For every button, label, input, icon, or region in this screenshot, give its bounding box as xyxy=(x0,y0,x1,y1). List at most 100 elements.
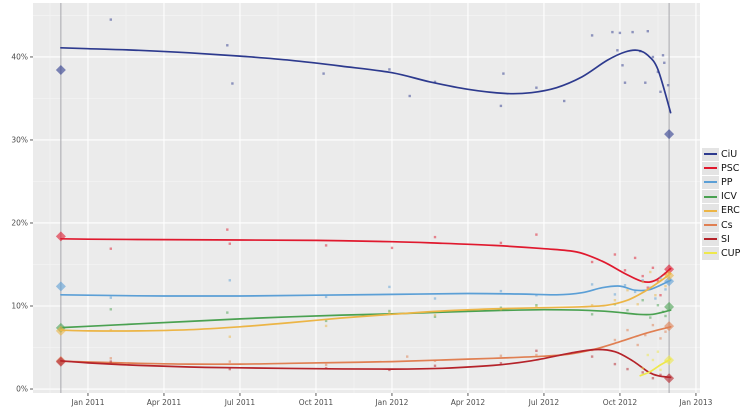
poll-point-PSC xyxy=(659,294,662,297)
legend-item-pp: PP xyxy=(702,175,740,189)
poll-point-PSC xyxy=(613,253,617,256)
x-tick-label: Oct 2011 xyxy=(299,398,334,407)
poll-point-CiU xyxy=(666,84,670,87)
poll-point-PSC xyxy=(590,260,594,264)
poll-point-PP xyxy=(623,284,627,287)
poll-point-PSC xyxy=(499,241,503,245)
poll-point-Cs xyxy=(664,330,667,333)
poll-point-Cs xyxy=(626,328,629,332)
election-result-ICV xyxy=(664,301,675,312)
line-swatch-icon xyxy=(704,209,717,212)
poll-point-ERC xyxy=(590,304,594,307)
poll-point-PP xyxy=(228,279,231,282)
legend-item-cup: CUP xyxy=(702,246,740,260)
poll-point-CiU xyxy=(499,104,503,108)
legend-label: SI xyxy=(721,233,730,245)
poll-point-SI xyxy=(641,371,644,374)
poll-point-PSC xyxy=(226,228,229,231)
poll-point-CiU xyxy=(616,49,619,52)
poll-point-CiU xyxy=(659,90,662,93)
election-result-CUP xyxy=(664,355,675,366)
poll-point-CiU xyxy=(408,94,411,98)
poll-point-PP xyxy=(109,296,112,299)
poll-point-CiU xyxy=(388,68,391,71)
legend-key xyxy=(702,175,719,189)
poll-point-PSC xyxy=(433,235,437,239)
poll-point-CUP xyxy=(656,350,660,353)
poll-point-CiU xyxy=(502,72,505,75)
poll-point-Cs xyxy=(613,338,617,342)
poll-point-ICV xyxy=(590,313,594,316)
election-result-ERC xyxy=(55,325,66,336)
poll-point-ERC xyxy=(388,311,391,314)
poll-point-CiU xyxy=(651,55,655,59)
election-result-PP xyxy=(664,276,675,287)
poll-point-SI xyxy=(590,355,594,358)
poll-point-CUP xyxy=(646,353,649,357)
poll-point-CiU xyxy=(656,70,660,74)
election-result-Cs xyxy=(664,321,675,332)
poll-point-PSC xyxy=(651,266,655,269)
poll-point-ICV xyxy=(656,304,660,307)
legend-item-icv: ICV xyxy=(702,190,740,204)
poll-point-CiU xyxy=(109,18,112,21)
poll-point-PP xyxy=(499,289,503,293)
line-swatch-icon xyxy=(704,167,717,170)
poll-point-ICV xyxy=(641,299,644,302)
y-tick-label: 20% xyxy=(11,218,28,227)
poll-point-SI xyxy=(228,367,231,371)
x-tick-label: Oct 2012 xyxy=(603,398,638,407)
y-tick-label: 30% xyxy=(11,135,28,144)
poll-point-ICV xyxy=(324,319,328,323)
legend-label: ERC xyxy=(721,205,740,217)
poll-point-PSC xyxy=(623,269,627,272)
poll-point-CiU xyxy=(631,30,634,34)
poll-point-ERC xyxy=(626,289,629,292)
poll-point-CUP xyxy=(641,367,644,370)
legend-key xyxy=(702,204,719,218)
poll-point-ERC xyxy=(433,313,437,317)
line-swatch-icon xyxy=(704,224,717,227)
poll-point-SI xyxy=(626,367,629,371)
poll-point-CiU xyxy=(231,82,234,85)
legend-label: Cs xyxy=(721,219,733,231)
poll-point-ERC xyxy=(664,284,667,288)
poll-point-SI xyxy=(613,362,617,366)
poll-point-SI xyxy=(499,362,503,365)
poll-point-PP xyxy=(433,297,437,300)
election-result-ERC xyxy=(664,270,675,281)
trend-line-PSC xyxy=(60,237,672,284)
legend-item-ciu: CiU xyxy=(702,147,740,161)
poll-point-CiU xyxy=(433,80,437,84)
poll-point-PSC xyxy=(656,279,660,283)
line-swatch-icon xyxy=(704,252,717,255)
trend-line-Cs xyxy=(60,325,672,366)
legend-label: ICV xyxy=(721,191,737,203)
poll-point-ICV xyxy=(388,309,391,313)
election-result-PSC xyxy=(55,231,66,242)
x-tick-label: Jan 2013 xyxy=(678,398,712,407)
poll-point-PSC xyxy=(535,233,538,236)
poll-point-ICV xyxy=(535,304,538,307)
trend-line-PP xyxy=(60,279,672,297)
poll-point-ERC xyxy=(641,280,644,284)
poll-point-CiU xyxy=(611,30,614,34)
poll-point-SI xyxy=(651,377,655,380)
poll-point-ERC xyxy=(613,299,617,302)
poll-point-ERC xyxy=(109,328,112,332)
poll-point-PP xyxy=(633,290,637,294)
poll-point-SI xyxy=(659,373,662,377)
poll-point-CUP xyxy=(659,368,662,372)
legend-key xyxy=(702,232,719,246)
legend-label: CUP xyxy=(721,247,741,259)
trend-line-SI xyxy=(60,348,672,379)
poll-point-ERC xyxy=(649,270,652,274)
poll-point-PP xyxy=(664,288,667,291)
poll-point-SI xyxy=(109,360,112,363)
x-tick-label: Apr 2011 xyxy=(147,398,182,407)
poll-point-PSC xyxy=(109,247,112,250)
poll-point-CiU xyxy=(535,86,538,89)
line-swatch-icon xyxy=(704,181,717,184)
x-tick-label: Jul 2012 xyxy=(528,398,560,407)
